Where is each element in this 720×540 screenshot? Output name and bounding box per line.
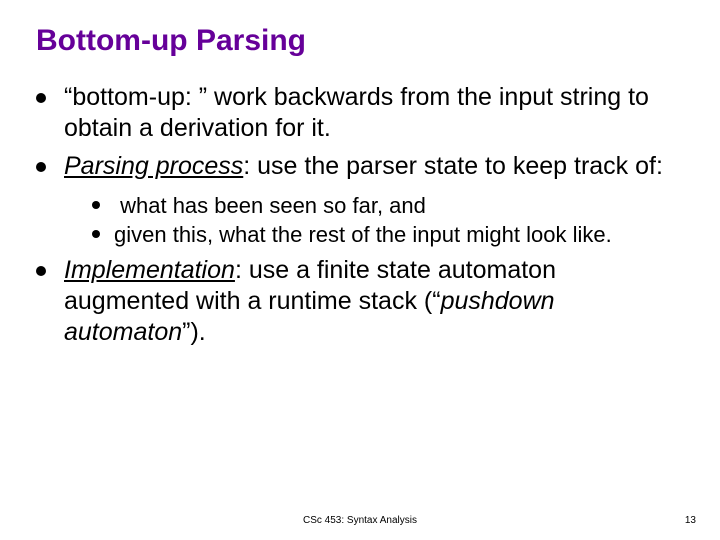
slide-title: Bottom-up Parsing (36, 24, 684, 58)
text-segment: ”). (182, 318, 206, 346)
sub-list-item: given this, what the rest of the input m… (92, 221, 684, 249)
bullet-icon (92, 230, 100, 238)
bullet-icon (36, 93, 46, 103)
footer-text: CSc 453: Syntax Analysis (0, 515, 720, 526)
page-number: 13 (685, 515, 696, 526)
list-item: Implementation: use a finite state autom… (36, 255, 684, 349)
list-item-text: “bottom-up: ” work backwards from the in… (64, 83, 649, 142)
bullet-icon (36, 162, 46, 172)
sub-list-item-text: given this, what the rest of the input m… (114, 222, 612, 247)
list-item: Parsing process: use the parser state to… (36, 151, 684, 249)
text-segment: “bottom-up: ” work backwards from the in… (64, 83, 649, 142)
sub-bullet-list: what has been seen so far, and given this… (64, 192, 684, 249)
text-segment: Implementation (64, 256, 235, 284)
text-segment: : use the parser state to keep track of: (243, 152, 663, 180)
sub-list-item-text: what has been seen so far, and (114, 193, 426, 218)
sub-list-item: what has been seen so far, and (92, 192, 684, 220)
bullet-icon (36, 266, 46, 276)
list-item: “bottom-up: ” work backwards from the in… (36, 82, 684, 145)
text-segment: what has been seen so far, and (114, 193, 426, 218)
slide: Bottom-up Parsing “bottom-up: ” work bac… (0, 0, 720, 540)
bullet-list: “bottom-up: ” work backwards from the in… (36, 82, 684, 349)
bullet-icon (92, 201, 100, 209)
list-item-text: Parsing process: use the parser state to… (64, 152, 663, 180)
list-item-text: Implementation: use a finite state autom… (64, 256, 556, 347)
text-segment: given this, what the rest of the input m… (114, 222, 612, 247)
text-segment: Parsing process (64, 152, 243, 180)
